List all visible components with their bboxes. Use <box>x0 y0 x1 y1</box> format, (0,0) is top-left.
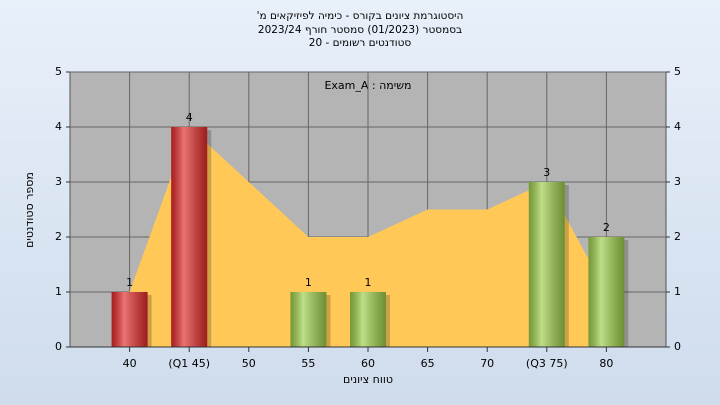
bar-shine <box>111 292 148 347</box>
bar-shine <box>350 292 386 347</box>
data-label: 3 <box>543 166 550 179</box>
x-tick-label: 70 <box>480 357 494 370</box>
bar-shine <box>290 292 327 347</box>
y-tick-label: 1 <box>55 285 62 298</box>
x-tick-label: 80 <box>599 357 613 370</box>
x-tick-label: (Q1 45) <box>168 357 210 370</box>
bar-shine <box>528 182 565 347</box>
data-label: 1 <box>305 276 312 289</box>
data-label: 4 <box>186 111 193 124</box>
chart-subtitle: בסמסטר (01/2023) סמסטר חורף 2023/24 <box>258 24 462 36</box>
chart-title: היסטוגרמת ציונים בקורס - כימיה לפיזיקאים… <box>257 10 464 22</box>
y-tick-label: 0 <box>55 340 62 353</box>
y-tick-label: 4 <box>55 120 62 133</box>
x-tick-label: 65 <box>421 357 435 370</box>
chart-subtitle: סטודנטים רשומים - 20 <box>309 37 412 49</box>
x-tick-label: 55 <box>301 357 315 370</box>
y2-tick-label: 1 <box>674 285 681 298</box>
x-axis-label: טווח ציונים <box>343 373 393 386</box>
y-axis-label: מספר סטודנטים <box>23 172 36 248</box>
y2-tick-label: 2 <box>674 230 681 243</box>
x-tick-label: 50 <box>242 357 256 370</box>
data-label: 1 <box>126 276 133 289</box>
data-label: 2 <box>603 221 610 234</box>
x-tick-label: (Q3 75) <box>526 357 568 370</box>
bar-shine <box>171 127 208 347</box>
y2-tick-label: 0 <box>674 340 681 353</box>
area <box>129 127 607 347</box>
y2-tick-label: 5 <box>674 65 681 78</box>
x-tick-label: 60 <box>361 357 375 370</box>
bar-shine <box>588 237 625 347</box>
y-tick-label: 2 <box>55 230 62 243</box>
y-tick-label: 3 <box>55 175 62 188</box>
data-label: 1 <box>365 276 372 289</box>
y2-tick-label: 4 <box>674 120 681 133</box>
x-tick-label: 40 <box>123 357 137 370</box>
y-tick-label: 5 <box>55 65 62 78</box>
y2-tick-label: 3 <box>674 175 681 188</box>
